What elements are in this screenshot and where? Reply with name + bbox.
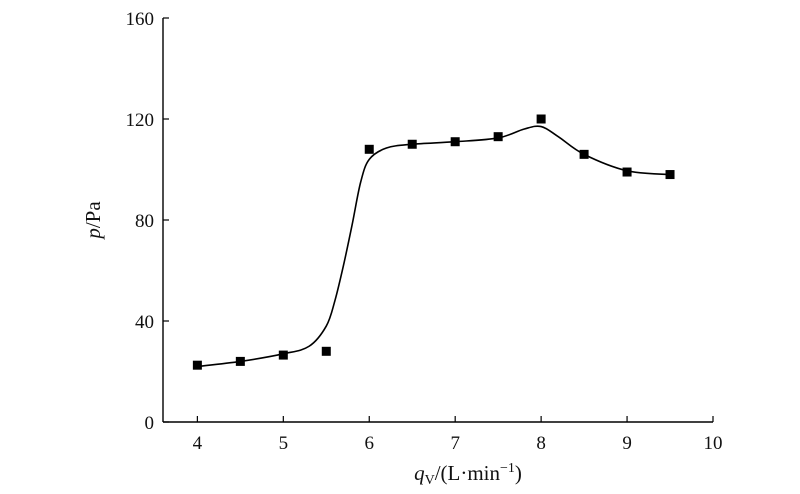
data-point <box>278 350 288 360</box>
x-ticks: 4 5 6 7 8 9 10 <box>193 416 723 454</box>
data-point <box>192 360 202 370</box>
data-point <box>235 356 245 366</box>
y-tick-label: 160 <box>126 9 155 30</box>
data-point <box>450 137 460 147</box>
fit-curve <box>197 125 671 368</box>
y-tick-label: 80 <box>135 211 154 232</box>
y-axis-title: p/Pa <box>81 201 105 241</box>
data-point <box>493 132 503 142</box>
y-tick-label: 0 <box>145 413 155 434</box>
data-point <box>407 139 417 149</box>
data-point <box>622 167 632 177</box>
y-tick-label: 120 <box>126 110 155 131</box>
x-tick-label: 6 <box>365 433 375 454</box>
x-tick-label: 5 <box>279 433 289 454</box>
x-axis-title: qV/(L·min−1) <box>414 461 522 488</box>
data-point <box>536 114 546 124</box>
x-tick-label: 10 <box>704 433 723 454</box>
x-tick-label: 8 <box>536 433 546 454</box>
data-point <box>579 149 589 159</box>
y-tick-label: 40 <box>135 312 154 333</box>
y-ticks: 0 40 80 120 160 <box>126 9 169 434</box>
x-tick-label: 9 <box>622 433 632 454</box>
data-markers <box>192 114 675 370</box>
data-point <box>665 170 675 180</box>
data-point <box>321 346 331 356</box>
x-tick-label: 7 <box>450 433 460 454</box>
x-tick-label: 4 <box>193 433 203 454</box>
data-point <box>364 144 374 154</box>
